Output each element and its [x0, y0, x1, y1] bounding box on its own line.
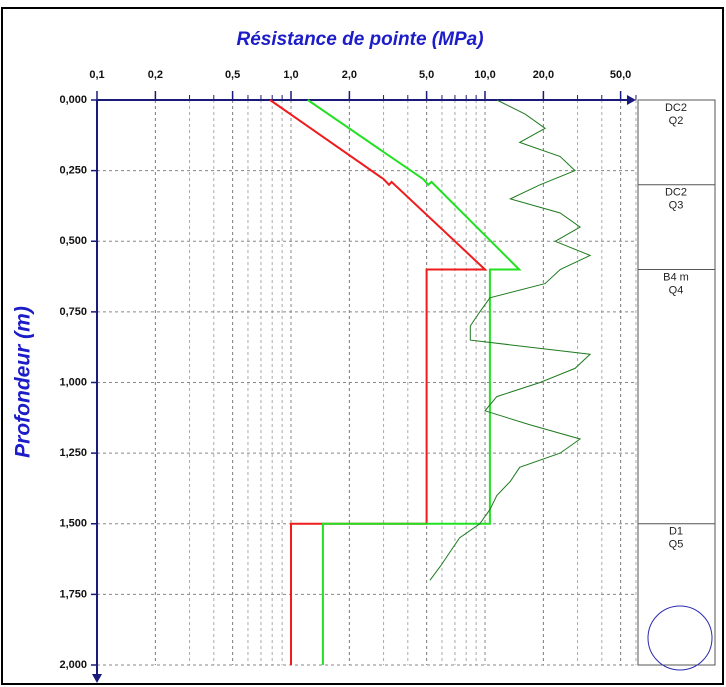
layer-code: Q5: [669, 539, 684, 551]
layer-code: Q2: [669, 115, 684, 127]
layer-code: Q4: [669, 284, 684, 296]
chart-title: Résistance de pointe (MPa): [236, 29, 483, 50]
y-axis-label: Profondeur (m): [12, 306, 35, 458]
x-tick-label: 0,2: [148, 69, 163, 81]
y-tick-label: 1,750: [59, 588, 87, 600]
layer-name: D1: [669, 526, 683, 538]
y-tick-label: 0,500: [59, 235, 87, 247]
y-tick-label: 0,000: [59, 94, 87, 106]
y-tick-label: 1,500: [59, 518, 87, 530]
x-tick-label: 5,0: [419, 69, 434, 81]
x-axis-arrow: [626, 95, 636, 105]
series-line: [307, 99, 522, 665]
layer-name: B4 m: [663, 271, 689, 283]
layer-code: Q3: [669, 200, 684, 212]
x-tick-label: 0,5: [225, 69, 240, 81]
y-tick-label: 2,000: [59, 659, 87, 671]
column-symbol: [647, 605, 713, 671]
series-line: [429, 99, 592, 581]
x-tick-label: 2,0: [342, 69, 357, 81]
x-tick-label: 20,0: [533, 69, 554, 81]
x-tick-label: 50,0: [610, 69, 631, 81]
layer-column: [637, 99, 716, 666]
y-tick-label: 0,250: [59, 165, 87, 177]
layer-name: DC2: [665, 102, 687, 114]
y-tick-label: 0,750: [59, 306, 87, 318]
x-tick-label: 0,1: [89, 69, 104, 81]
y-axis-arrow: [92, 674, 102, 683]
layer-name: DC2: [665, 187, 687, 199]
y-tick-label: 1,000: [59, 376, 87, 388]
x-tick-label: 10,0: [474, 69, 495, 81]
frame: [1, 7, 724, 685]
x-tick-label: 1,0: [283, 69, 298, 81]
y-tick-label: 1,250: [59, 447, 87, 459]
